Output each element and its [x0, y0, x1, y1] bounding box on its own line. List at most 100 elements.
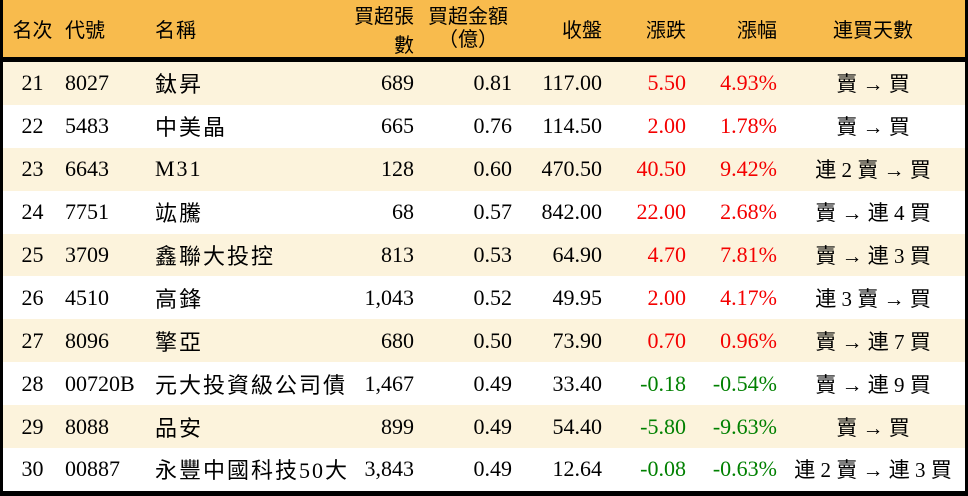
rank-cell: 24 [21, 199, 44, 225]
change-cell: -0.18 [640, 370, 686, 396]
code-cell: 4510 [65, 284, 109, 310]
change-pct-cell: 4.17% [720, 284, 777, 310]
amount-cell: 0.57 [473, 199, 513, 225]
volume-cell: 128 [381, 156, 414, 182]
table-row[interactable]: 29 8088 品安 899 0.49 54.40 -5.80 -9.63% 賣… [3, 405, 965, 449]
name-cell: 元大投資級公司債 [155, 372, 348, 398]
table-row[interactable]: 22 5483 中美晶 665 0.76 114.50 2.00 1.78% 賣… [3, 104, 965, 148]
change-cell: -0.08 [640, 456, 686, 482]
change-cell: 5.50 [647, 70, 687, 96]
streak-cell: 連 3 賣 → 買 [815, 286, 931, 311]
column-header-change: 漲跌 [646, 20, 686, 42]
rank-cell: 22 [21, 113, 44, 139]
table-row[interactable]: 23 6643 M31 128 0.60 470.50 40.50 9.42% … [3, 147, 965, 191]
streak-cell: 賣 → 連 4 買 [815, 201, 931, 226]
streak-cell: 賣 → 連 7 買 [815, 329, 931, 354]
rank-cell: 23 [21, 156, 44, 182]
change-pct-cell: 7.81% [720, 242, 777, 267]
close-cell: 64.90 [552, 242, 603, 267]
name-cell: 竑騰 [155, 201, 204, 227]
table-row[interactable]: 27 8096 擎亞 680 0.50 73.90 0.70 0.96% 賣 →… [3, 319, 965, 363]
change-cell: -5.80 [640, 413, 686, 439]
close-cell: 117.00 [542, 70, 602, 96]
table-row[interactable]: 25 3709 鑫聯大投控 813 0.53 64.90 4.70 7.81% … [3, 233, 965, 277]
table-header-row: 名次 代號 名稱 買超張數 買超金額 （億） 收盤 漲跌 漲幅 連買天數 [3, 0, 965, 62]
code-cell: 8027 [65, 70, 109, 96]
change-pct-cell: 1.78% [720, 113, 777, 139]
amount-cell: 0.49 [473, 370, 513, 396]
change-cell: 2.00 [647, 113, 687, 139]
close-cell: 12.64 [552, 456, 603, 482]
streak-cell: 連 2 賣 → 買 [815, 158, 931, 183]
close-cell: 73.90 [552, 327, 603, 353]
streak-cell: 賣 → 買 [836, 415, 910, 440]
table-body: 21 8027 鈦昇 689 0.81 117.00 5.50 4.93% 賣 … [3, 62, 965, 491]
volume-cell: 899 [381, 413, 414, 439]
name-cell: 鈦昇 [155, 72, 204, 98]
name-cell: 永豐中國科技50大 [155, 458, 350, 484]
rank-cell: 30 [21, 456, 44, 482]
code-cell: 00887 [65, 456, 120, 482]
amount-cell: 0.49 [473, 456, 513, 482]
name-cell: 鑫聯大投控 [155, 244, 276, 269]
volume-cell: 1,467 [364, 370, 415, 396]
change-pct-cell: 9.42% [720, 156, 777, 182]
table-row[interactable]: 26 4510 高鋒 1,043 0.52 49.95 2.00 4.17% 連… [3, 276, 965, 320]
amount-cell: 0.76 [473, 113, 513, 139]
column-header-amount-line1: 買超金額 [428, 5, 508, 28]
volume-cell: 68 [392, 199, 414, 225]
change-pct-cell: -9.63% [712, 413, 777, 439]
close-cell: 33.40 [552, 370, 603, 396]
amount-cell: 0.60 [473, 156, 513, 182]
code-cell: 00720B [65, 370, 135, 396]
rank-cell: 29 [21, 413, 44, 439]
volume-cell: 680 [381, 327, 414, 353]
streak-cell: 賣 → 連 9 買 [815, 372, 931, 397]
close-cell: 114.50 [542, 113, 602, 139]
rank-cell: 25 [21, 242, 44, 267]
column-header-change-pct: 漲幅 [737, 20, 777, 42]
streak-cell: 賣 → 連 3 買 [815, 244, 931, 268]
change-cell: 40.50 [636, 156, 687, 182]
name-cell: 中美晶 [155, 115, 228, 141]
change-pct-cell: 2.68% [720, 199, 777, 225]
table-row[interactable]: 21 8027 鈦昇 689 0.81 117.00 5.50 4.93% 賣 … [3, 62, 965, 105]
code-cell: 3709 [65, 242, 109, 267]
code-cell: 5483 [65, 113, 109, 139]
rank-cell: 21 [21, 70, 44, 96]
change-pct-cell: 4.93% [720, 70, 777, 96]
column-header-rank: 名次 [12, 20, 53, 42]
column-header-amount-line2: （億） [438, 28, 498, 51]
streak-cell: 連 2 賣 → 連 3 買 [794, 458, 952, 483]
column-header-code: 代號 [65, 20, 105, 42]
volume-cell: 813 [381, 242, 414, 267]
amount-cell: 0.49 [473, 413, 513, 439]
change-pct-cell: -0.54% [712, 370, 777, 396]
amount-cell: 0.52 [473, 284, 513, 310]
table-row[interactable]: 24 7751 竑騰 68 0.57 842.00 22.00 2.68% 賣 … [3, 190, 965, 234]
code-cell: 6643 [65, 156, 109, 182]
name-cell: M31 [155, 156, 203, 182]
rank-cell: 27 [21, 327, 44, 353]
change-pct-cell: -0.63% [712, 456, 777, 482]
code-cell: 7751 [65, 199, 109, 225]
table-row[interactable]: 30 00887 永豐中國科技50大 3,843 0.49 12.64 -0.0… [3, 448, 965, 491]
change-cell: 22.00 [636, 199, 687, 225]
name-cell: 品安 [155, 415, 204, 441]
change-cell: 2.00 [647, 284, 687, 310]
volume-cell: 665 [381, 113, 414, 139]
close-cell: 54.40 [552, 413, 603, 439]
volume-cell: 1,043 [364, 284, 415, 310]
volume-cell: 689 [381, 70, 414, 96]
close-cell: 49.95 [552, 284, 603, 310]
amount-cell: 0.81 [473, 70, 513, 96]
change-cell: 0.70 [647, 327, 687, 353]
column-header-streak: 連買天數 [833, 20, 913, 42]
amount-cell: 0.53 [473, 242, 513, 267]
column-header-amount: 買超金額 （億） [419, 6, 517, 52]
volume-cell: 3,843 [364, 456, 415, 482]
code-cell: 8096 [65, 327, 109, 353]
table-row[interactable]: 28 00720B 元大投資級公司債 1,467 0.49 33.40 -0.1… [3, 362, 965, 406]
rank-cell: 26 [21, 284, 44, 310]
